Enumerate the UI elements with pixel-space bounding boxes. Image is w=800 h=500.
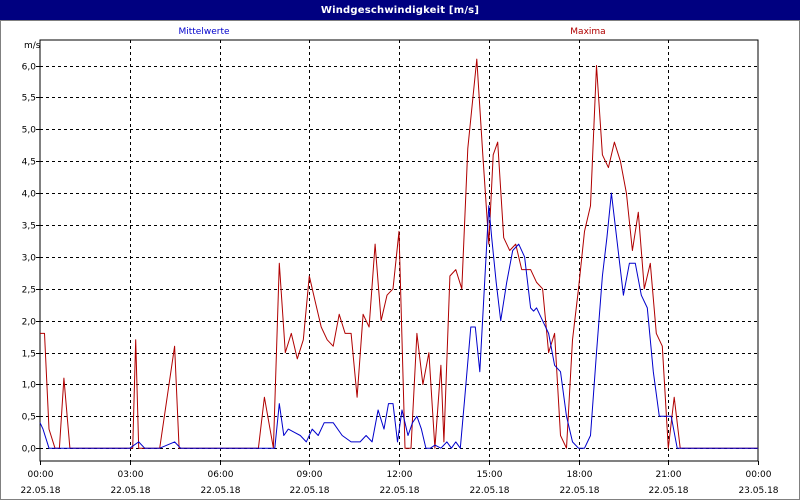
x-tick-time-label: 21:00	[656, 470, 682, 480]
x-tick-time-label: 06:00	[208, 470, 234, 480]
x-tick-date-label: 22.05.18	[110, 486, 150, 496]
x-tick-date-label: 22.05.18	[379, 486, 419, 496]
x-tick-time-label: 18:00	[567, 470, 593, 480]
y-tick-label: 3,0	[22, 254, 37, 264]
y-tick-label: 6,0	[22, 63, 37, 73]
x-tick-date-label: 23.05.18	[738, 486, 778, 496]
x-tick-time-label: 09:00	[297, 470, 323, 480]
chart-labels: m/s Mittelwerte Maxima	[24, 27, 606, 51]
y-axis-label: m/s	[24, 41, 41, 51]
legend-mittelwerte: Mittelwerte	[178, 27, 229, 37]
x-tick-time-label: 03:00	[118, 470, 144, 480]
y-tick-label: 4,0	[22, 190, 37, 200]
legend-maxima: Maxima	[570, 27, 605, 37]
y-tick-label: 1,5	[22, 350, 36, 360]
x-tick-date-label: 22.05.18	[200, 486, 240, 496]
y-tick-label: 5,0	[22, 126, 37, 136]
wind-speed-chart: 0,0 0,5 1,0 1,5 2,0 2,5 3,0 3,5 4,0 4,5 5,0 5,5 6,0 0…	[20, 27, 779, 496]
y-tick-label: 5,5	[22, 94, 36, 104]
series-line-maxima	[40, 58, 758, 449]
series-line-mittelwerte	[39, 192, 758, 449]
x-tick-time-label: 00:00	[28, 470, 54, 480]
x-tick-date-label: 22.05.18	[289, 486, 329, 496]
y-tick-label: 3,5	[22, 222, 36, 232]
x-tick-date-label: 22.05.18	[20, 486, 60, 496]
y-tick-label: 0,0	[22, 445, 37, 455]
axes: 0,0 0,5 1,0 1,5 2,0 2,5 3,0 3,5 4,0 4,5 5,0 5,5 6,0 0…	[20, 39, 779, 496]
y-tick-label: 4,5	[22, 158, 36, 168]
y-tick-label: 2,5	[22, 286, 36, 296]
x-tick-time-label: 00:00	[746, 470, 772, 480]
grid	[40, 40, 758, 461]
x-tick-date-label: 22.05.18	[469, 486, 509, 496]
x-tick-time-label: 12:00	[387, 470, 413, 480]
chart-title-bar: Windgeschwindigkeit [m/s]	[0, 0, 800, 20]
series-lines	[39, 58, 758, 449]
y-tick-label: 1,0	[22, 381, 37, 391]
chart-title: Windgeschwindigkeit [m/s]	[320, 4, 480, 16]
y-tick-label: 2,0	[22, 318, 37, 328]
x-tick-date-label: 22.05.18	[648, 486, 688, 496]
x-tick-time-label: 15:00	[477, 470, 503, 480]
x-tick-date-label: 22.05.18	[559, 486, 599, 496]
y-tick-label: 0,5	[22, 413, 36, 423]
